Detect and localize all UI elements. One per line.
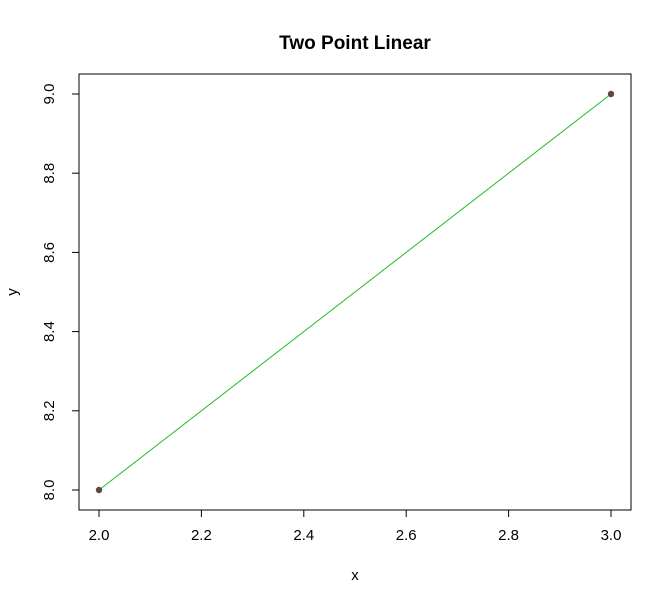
- y-tick-label: 8.2: [41, 400, 58, 421]
- y-tick-label: 8.4: [41, 321, 58, 342]
- y-tick-label: 9.0: [41, 84, 58, 105]
- x-tick-label: 2.4: [293, 527, 314, 544]
- x-axis: 2.0 2.2 2.4 2.6 2.8 3.0: [89, 509, 622, 544]
- chart-title: Two Point Linear: [279, 33, 431, 54]
- y-axis-label: y: [4, 288, 21, 296]
- y-tick-label: 8.8: [41, 163, 58, 184]
- data-point: [607, 90, 615, 98]
- x-tick-label: 2.8: [498, 527, 519, 544]
- y-tick-label: 8.0: [41, 480, 58, 501]
- x-axis-label: x: [351, 567, 359, 584]
- x-tick-label: 2.6: [396, 527, 417, 544]
- x-tick-label: 2.2: [191, 527, 212, 544]
- series: [95, 90, 615, 494]
- x-tick-label: 2.0: [89, 527, 110, 544]
- x-tick-label: 3.0: [601, 527, 622, 544]
- y-tick-label: 8.6: [41, 242, 58, 263]
- y-axis: 8.0 8.2 8.4 8.6 8.8 9.0: [41, 84, 80, 501]
- data-point: [95, 486, 103, 494]
- series-line: [98, 93, 612, 491]
